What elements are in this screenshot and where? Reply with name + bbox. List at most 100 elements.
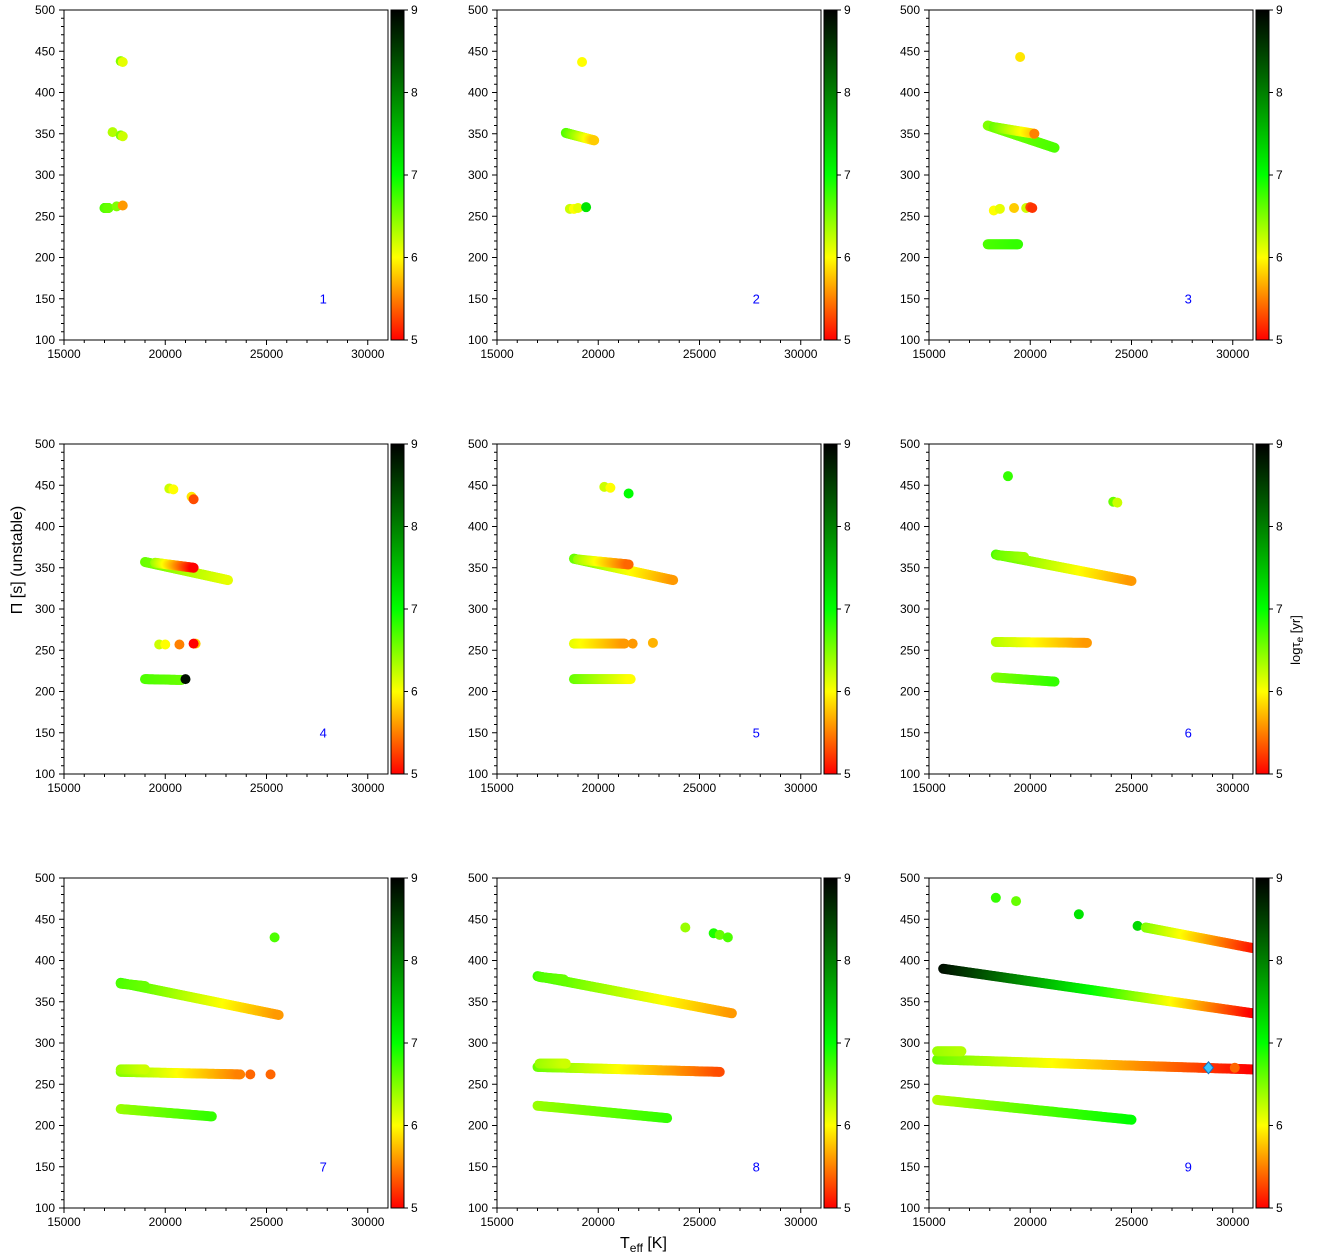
data-points [532,922,737,1124]
y-tick-label: 100 [900,1201,920,1215]
diamond-marker [1202,1060,1215,1075]
x-tick-label: 25000 [1115,1215,1149,1229]
y-tick-label: 250 [35,209,55,223]
colorbar-tick-label: 7 [411,168,418,182]
data-point [1029,128,1040,139]
y-tick-label: 200 [900,1119,920,1133]
y-tick-label: 300 [468,168,488,182]
data-point [1073,909,1084,920]
colorbar-label-main: log [1288,648,1303,665]
y-tick-label: 450 [468,478,488,492]
y-tick-label: 350 [468,127,488,141]
data-point [994,203,1005,214]
colorbar-tick-label: 9 [411,437,418,451]
data-point [627,638,638,649]
x-tick-label: 15000 [480,1215,514,1229]
data-point [168,484,179,495]
y-tick-label: 150 [35,1160,55,1174]
colorbar-tick-label: 6 [411,685,418,699]
plot-frame [496,9,822,341]
colorbar-tick-label: 8 [411,86,418,100]
y-tick-label: 350 [468,561,488,575]
panel-3: 15000 20000 25000 30000 100 150 200 250 300 350 40… [900,3,1283,361]
y-tick-label: 350 [900,127,920,141]
data-point [714,1066,725,1077]
data-point [1002,471,1013,482]
data-point [188,638,199,649]
y-tick-label: 500 [468,871,488,885]
colorbar-tick-label: 5 [1276,333,1283,347]
panel-grid: 15000 20000 25000 30000 100 150 200 250 300 350 40… [35,3,1283,1229]
y-tick-label: 250 [468,1077,488,1091]
data-point [103,203,114,213]
colorbar-tick-label: 5 [411,1201,418,1215]
data-point [1081,637,1092,648]
panel-number: 5 [753,726,760,741]
panel-number: 7 [320,1160,327,1175]
colorbar-tick-label: 5 [1276,1201,1283,1215]
y-tick-label: 350 [35,127,55,141]
data-point [269,932,280,943]
y-tick-label: 200 [35,251,55,265]
colorbar-tick-label: 6 [844,251,851,265]
panel-number: 4 [320,726,327,741]
colorbar-tick-label: 9 [411,871,418,885]
y-tick-label: 400 [35,86,55,100]
data-point [1049,142,1060,153]
data-point [956,1046,967,1057]
y-tick-label: 400 [468,86,488,100]
x-tick-label: 25000 [250,347,284,361]
y-tick-label: 150 [900,1160,920,1174]
y-tick-label: 350 [35,561,55,575]
data-point [581,202,592,213]
panel-7: 15000 20000 25000 30000 100 150 200 250 300 350 40… [35,871,418,1229]
y-tick-label: 150 [468,292,488,306]
colorbar-tick-label: 8 [1276,86,1283,100]
data-point [623,488,634,499]
colorbar-tick-label: 9 [1276,437,1283,451]
colorbar-tick-label: 7 [411,1036,418,1050]
colorbar-tick-label: 6 [844,685,851,699]
data-point [560,1058,571,1069]
y-tick-label: 100 [35,767,55,781]
colorbar [390,443,405,775]
y-tick-label: 400 [468,954,488,968]
colorbar-tick-label: 7 [411,602,418,616]
data-point [647,637,658,648]
panel-4: 15000 20000 25000 30000 100 150 200 250 300 350 40… [35,437,418,795]
data-point [273,1009,284,1020]
y-tick-label: 300 [35,602,55,616]
y-tick-label: 500 [900,437,920,451]
y-tick-label: 300 [900,168,920,182]
x-axis-label-main: T [620,1235,630,1252]
x-tick-label: 30000 [351,781,385,795]
plot-frame [496,877,822,1209]
colorbar-tick-label: 5 [1276,767,1283,781]
y-tick-label: 450 [468,912,488,926]
x-tick-label: 20000 [149,1215,183,1229]
y-tick-label: 300 [900,602,920,616]
colorbar [823,9,838,341]
panel-8: 15000 20000 25000 30000 100 150 200 250 300 350 40… [468,871,851,1229]
y-tick-label: 200 [468,251,488,265]
x-tick-label: 25000 [1115,781,1149,795]
colorbar-label-unit: [yr] [1288,615,1303,637]
colorbar-tick-label: 9 [1276,871,1283,885]
data-point [1027,203,1038,213]
plot-frame [928,9,1254,341]
y-tick-label: 100 [468,333,488,347]
panel-2: 15000 20000 25000 30000 100 150 200 250 300 350 40… [468,3,851,361]
x-tick-label: 30000 [351,1215,385,1229]
plot-frame [63,9,389,341]
colorbar-tick-label: 8 [411,520,418,534]
data-point [223,575,234,586]
data-point [1248,943,1253,954]
data-point [265,1069,276,1080]
x-tick-label: 15000 [47,781,81,795]
data-point [1013,239,1024,250]
panel-number: 9 [1185,1160,1192,1175]
data-point [235,1069,246,1080]
y-tick-label: 200 [468,1119,488,1133]
data-points [932,892,1253,1125]
colorbar-tick-label: 6 [1276,1119,1283,1133]
